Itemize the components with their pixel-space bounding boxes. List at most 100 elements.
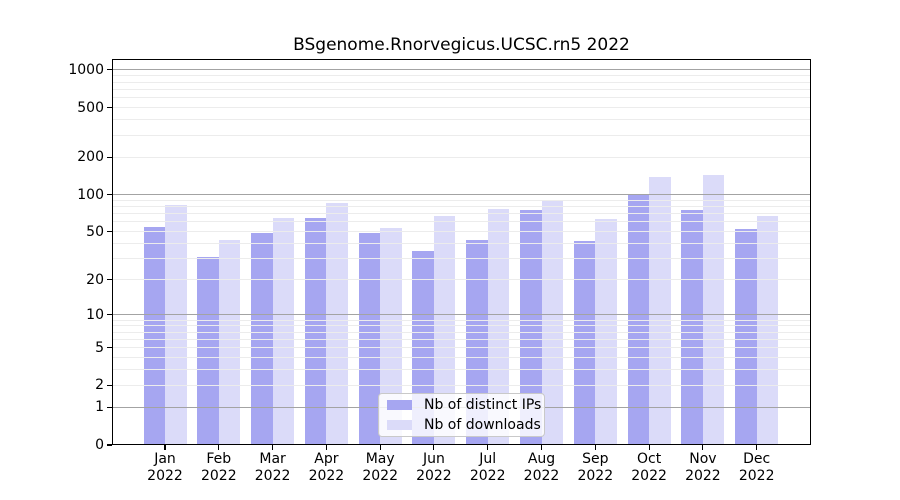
y-tick-mark-10 (106, 314, 112, 316)
minor-gridline-9 (112, 319, 811, 321)
grid-layer (112, 59, 811, 445)
y-tick-label-1000: 1000 (68, 61, 104, 78)
month-label: Apr (314, 451, 339, 467)
y-tick-mark-500 (106, 106, 112, 109)
y-tick-label-10: 10 (86, 306, 104, 323)
x-tick-mark-Apr (325, 445, 327, 450)
x-tick-mark-Sep (594, 445, 596, 450)
y-tick-mark-5 (106, 347, 112, 349)
bar-Sep-2022-distinct-ips (573, 240, 596, 445)
minor-gridline-600 (112, 97, 811, 99)
minor-gridline-20 (112, 279, 811, 281)
minor-gridline-5 (112, 347, 811, 349)
y-tick-label-200: 200 (77, 149, 104, 166)
month-label: Oct (636, 451, 662, 467)
bar-Aug-2022-downloads (541, 200, 564, 445)
year-label: 2022 (147, 467, 183, 484)
minor-gridline-3 (112, 369, 811, 371)
y-tick-label-2: 2 (95, 377, 104, 394)
x-tick-label-Oct: Oct 2022 (613, 451, 685, 484)
x-tick-mark-Oct (648, 445, 650, 450)
bar-Nov-2022-distinct-ips (681, 209, 703, 445)
legend-row-downloads: Nb of downloads (387, 417, 544, 434)
minor-gridline-8 (112, 325, 811, 327)
month-label: Mar (259, 451, 286, 467)
month-label: Aug (527, 451, 556, 467)
y-tick-mark-50 (106, 231, 112, 233)
y-tick-label-5: 5 (95, 339, 104, 356)
legend-label-downloads: Nb of downloads (424, 416, 541, 433)
bar-Dec-2022-distinct-ips (735, 228, 757, 445)
x-tick-label-Jul: Jul 2022 (452, 451, 524, 484)
plot-area (112, 59, 811, 445)
year-label: 2022 (200, 467, 237, 484)
month-label: Nov (689, 451, 717, 467)
minor-gridline-50 (112, 231, 811, 233)
bar-May-2022-downloads (380, 227, 402, 445)
bar-Feb-2022-downloads (218, 239, 241, 445)
year-label: 2022 (362, 467, 398, 484)
minor-gridline-70 (112, 213, 811, 215)
y-tick-mark-20 (106, 279, 112, 281)
downloads-swatch-icon (387, 419, 412, 431)
x-tick-mark-Nov (702, 445, 704, 450)
legend: Nb of distinct IPs Nb of downloads (378, 393, 545, 437)
y-tick-label-20: 20 (86, 271, 104, 288)
month-label: Jan (154, 451, 176, 467)
x-tick-label-Aug: Aug 2022 (506, 451, 578, 484)
month-label: Jun (422, 451, 445, 467)
x-tick-label-Feb: Feb 2022 (183, 451, 255, 484)
x-tick-label-Jun: Jun 2022 (398, 451, 470, 484)
minor-gridline-4 (112, 357, 811, 359)
year-label: 2022 (577, 467, 614, 484)
bar-Apr-2022-distinct-ips (304, 217, 327, 445)
minor-gridline-6 (112, 338, 811, 340)
y-tick-label-100: 100 (77, 186, 104, 203)
bar-Jul-2022-downloads (487, 209, 510, 445)
y-tick-mark-1000 (106, 69, 112, 71)
year-label: 2022 (254, 467, 291, 484)
x-tick-mark-Jun (433, 445, 435, 450)
x-tick-label-Dec: Dec 2022 (721, 451, 793, 484)
major-gridline-1000 (112, 69, 811, 71)
bar-May-2022-distinct-ips (358, 232, 381, 445)
minor-gridline-60 (112, 221, 811, 223)
minor-gridline-80 (112, 205, 811, 207)
minor-gridline-900 (112, 75, 811, 77)
year-label: 2022 (738, 467, 775, 484)
major-gridline-100 (112, 194, 811, 195)
minor-gridline-400 (112, 119, 811, 121)
x-tick-mark-Mar (272, 445, 274, 450)
x-tick-label-May: May 2022 (344, 451, 416, 484)
bar-Mar-2022-distinct-ips (251, 232, 273, 445)
x-tick-mark-Jan (164, 445, 166, 450)
minor-gridline-800 (112, 81, 811, 83)
month-label: Jul (479, 451, 497, 467)
major-gridline-10 (112, 314, 811, 316)
x-tick-mark-Aug (540, 445, 543, 450)
x-tick-label-Apr: Apr 2022 (290, 451, 362, 484)
minor-gridline-200 (112, 156, 811, 158)
month-label: Sep (582, 451, 609, 467)
minor-gridline-40 (112, 242, 811, 244)
distinct-ips-swatch-icon (387, 399, 412, 411)
minor-gridline-7 (112, 331, 811, 333)
bar-Aug-2022-distinct-ips (520, 209, 542, 445)
year-label: 2022 (523, 467, 560, 484)
month-label: Feb (206, 451, 232, 467)
year-label: 2022 (685, 467, 721, 484)
y-tick-mark-2 (106, 384, 112, 386)
legend-row-distinct-ips: Nb of distinct IPs (387, 397, 544, 414)
y-tick-label-1: 1 (95, 399, 104, 416)
x-tick-label-Mar: Mar 2022 (237, 451, 309, 484)
year-label: 2022 (631, 467, 667, 484)
bar-Jun-2022-downloads (433, 215, 456, 445)
y-tick-label-50: 50 (86, 223, 104, 240)
y-tick-mark-200 (106, 156, 112, 158)
bar-Nov-2022-downloads (702, 174, 725, 445)
minor-gridline-700 (112, 88, 811, 90)
x-tick-label-Jan: Jan 2022 (129, 451, 201, 484)
x-tick-label-Nov: Nov 2022 (667, 451, 739, 484)
minor-gridline-30 (112, 258, 811, 260)
